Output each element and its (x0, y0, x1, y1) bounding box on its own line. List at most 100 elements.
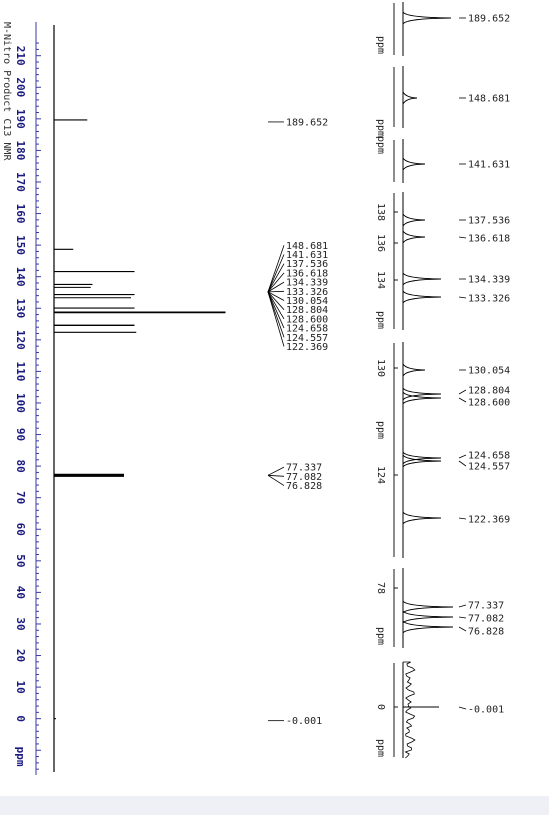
peak-label: 141.631 (286, 250, 328, 261)
inset-peak-label: 133.326 (468, 294, 510, 305)
peak-label: 122.369 (286, 342, 328, 353)
inset-peak (402, 610, 454, 624)
inset-peak-label: 122.369 (468, 515, 510, 526)
inset-tick-label: 130 (375, 359, 386, 377)
inset-label-leader (458, 626, 467, 632)
inset-peak-label: 128.804 (468, 386, 510, 397)
inset-peak-label: 128.600 (468, 398, 510, 409)
footer-strip (0, 796, 549, 815)
inset-peak (402, 290, 442, 304)
label-leader (267, 466, 285, 476)
label-leader (267, 291, 285, 329)
tick-label: 20 (14, 649, 27, 662)
inset-peak-label: -0.001 (468, 705, 504, 716)
tick-label: 60 (14, 523, 27, 536)
inset-peak (402, 363, 426, 377)
inset-peak (402, 272, 442, 286)
inset-peak-label: 77.337 (468, 601, 504, 612)
peak-label: 134.339 (286, 278, 328, 289)
inset-tick-label: 78 (375, 582, 386, 594)
inset-label-leader (458, 454, 467, 459)
inset-peak-label: 76.828 (468, 627, 504, 638)
inset-tick-label: 124 (375, 466, 386, 484)
inset-panels: ppm 189.652 ppm 148.681 ppm 141.631 138 136 134 p… (375, 2, 510, 759)
inset-tick-label: 134 (375, 271, 386, 289)
inset-label-leader (458, 397, 467, 403)
chart-title: M-Nitro Product C13 NMR (1, 22, 12, 161)
inset-peak-label: 136.618 (468, 234, 510, 245)
inset-panel: 78 ppm 77.337 77.082 76.828 (375, 568, 504, 648)
inset-peak-label: 134.339 (468, 275, 510, 286)
inset-peak-label: 148.681 (468, 94, 510, 105)
inset-peak (402, 451, 442, 465)
tick-label: 50 (14, 554, 27, 567)
inset-peak (402, 454, 442, 468)
tick-label: 0 (14, 715, 27, 722)
inset-panel: 138 136 134 ppm 137.536 136.618 134.339 133.326 (375, 192, 510, 330)
inset-peak (402, 213, 426, 227)
main-axis: M-Nitro Product C13 NMR 21020019018017016… (1, 22, 41, 775)
inset-unit-label: ppm (375, 739, 386, 757)
inset-peak (402, 511, 442, 525)
peak-labels: 189.652 148.681141.631137.536136.618134.3… (267, 117, 328, 727)
inset-peak-label: 130.054 (468, 366, 510, 377)
tick-label: 130 (14, 298, 27, 318)
tick-label: 10 (14, 680, 27, 693)
inset-peak-label: 141.631 (468, 160, 510, 171)
peak-label: 77.082 (286, 472, 322, 483)
main-spectrum (53, 25, 226, 772)
inset-peak-label: 189.652 (468, 14, 510, 25)
tick-label: 80 (14, 459, 27, 472)
label-leader (267, 291, 285, 301)
inset-panel: 0 ppm -0.001 (375, 661, 504, 759)
tick-label: 90 (14, 428, 27, 441)
inset-unit-label: ppm (375, 627, 386, 645)
inset-peak (402, 387, 442, 401)
label-leader (267, 291, 285, 310)
peak-label: 133.326 (286, 287, 328, 298)
tick-label: 30 (14, 617, 27, 630)
inset-peak-label: 77.082 (468, 614, 504, 625)
inset-unit-label: ppm (375, 36, 386, 54)
inset-label-leader (458, 236, 467, 239)
tick-label: 180 (14, 140, 27, 160)
tick-label: 40 (14, 586, 27, 599)
inset-tick-label: 136 (375, 234, 386, 252)
peak-label: 124.557 (286, 333, 328, 344)
inset-noise (403, 661, 416, 759)
peak-label: 130.054 (286, 296, 328, 307)
tick-label: 110 (14, 361, 27, 381)
inset-panel: ppm 189.652 (375, 2, 510, 56)
inset-unit-label: ppm (375, 311, 386, 329)
inset-label-leader (458, 460, 467, 467)
tick-label: 150 (14, 235, 27, 255)
tick-label: 100 (14, 393, 27, 413)
peak-label: 136.618 (286, 268, 328, 279)
tick-label: 120 (14, 330, 27, 350)
inset-unit-label: ppm (375, 136, 386, 154)
peak-label: 189.652 (286, 117, 328, 128)
inset-peak (402, 600, 454, 614)
label-leader (267, 291, 285, 338)
peak-label: 128.804 (286, 305, 328, 316)
inset-peak (402, 157, 426, 171)
peak-label: 137.536 (286, 259, 328, 270)
inset-peak-label: 137.536 (468, 216, 510, 227)
inset-label-leader (458, 616, 467, 619)
inset-unit-label: ppm (375, 119, 386, 137)
label-leader (267, 474, 285, 486)
tick-label: 170 (14, 172, 27, 192)
tick-label: 210 (14, 46, 27, 66)
label-leader (267, 291, 285, 347)
tick-label: 200 (14, 77, 27, 97)
inset-peak (402, 391, 442, 405)
inset-peak-label: 124.658 (468, 451, 510, 462)
label-leader (267, 290, 285, 293)
inset-unit-label: ppm (375, 421, 386, 439)
inset-tick-label: 0 (375, 704, 386, 710)
peak-label: 148.681 (286, 241, 328, 252)
tick-label: 160 (14, 204, 27, 224)
axis-unit-label: ppm (14, 747, 27, 767)
